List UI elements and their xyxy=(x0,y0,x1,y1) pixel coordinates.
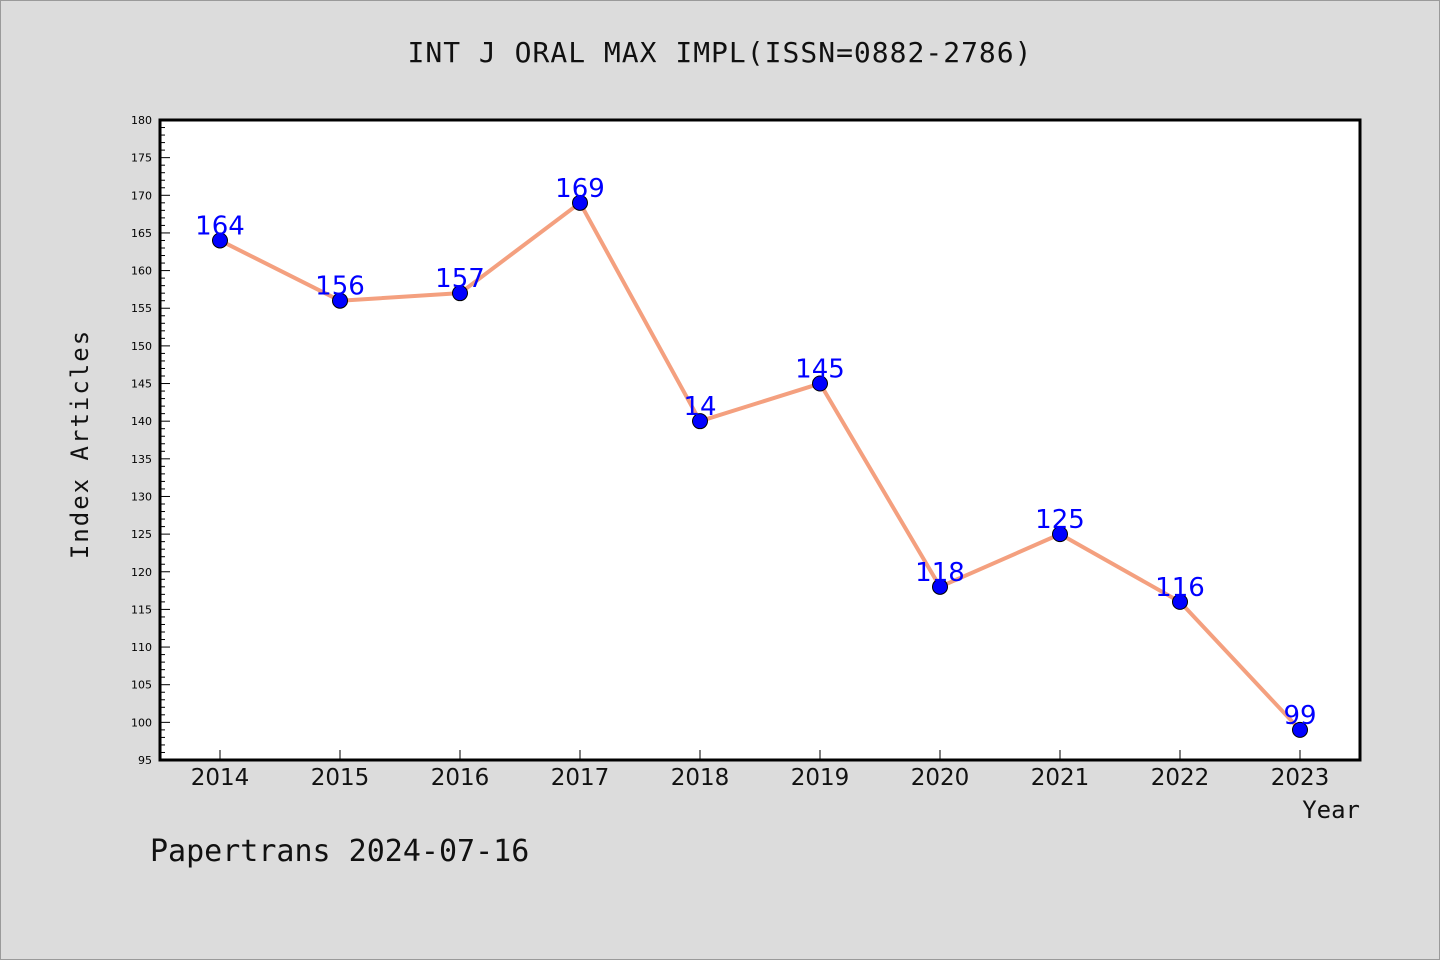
data-point xyxy=(692,413,708,430)
data-label: 14 xyxy=(683,392,716,422)
data-point xyxy=(812,375,828,392)
y-tick-label: 180 xyxy=(131,114,152,127)
y-tick-label: 170 xyxy=(131,189,152,202)
y-tick-label: 135 xyxy=(131,453,152,466)
chart-title: INT J ORAL MAX IMPL(ISSN=0882-2786) xyxy=(407,36,1033,69)
footer-watermark: Papertrans 2024-07-16 xyxy=(150,834,530,869)
y-tick-label: 95 xyxy=(138,754,152,767)
x-tick-label: 2019 xyxy=(791,765,850,791)
y-tick-label: 120 xyxy=(131,566,152,579)
x-tick-label: 2022 xyxy=(1151,765,1210,791)
data-point xyxy=(332,292,348,309)
y-tick-label: 100 xyxy=(131,716,152,729)
x-tick-label: 2020 xyxy=(911,765,970,791)
y-tick-label: 175 xyxy=(131,152,152,165)
data-point xyxy=(1052,526,1068,543)
data-point xyxy=(452,285,468,302)
data-label: 118 xyxy=(915,558,965,588)
y-tick-label: 160 xyxy=(131,265,152,278)
data-label: 156 xyxy=(315,272,365,302)
data-label: 99 xyxy=(1283,701,1316,731)
data-point xyxy=(1292,721,1308,738)
x-tick-label: 2016 xyxy=(431,765,490,791)
x-tick-label: 2021 xyxy=(1031,765,1090,791)
x-tick-label: 2018 xyxy=(671,765,730,791)
y-tick-label: 140 xyxy=(131,415,152,428)
data-label: 125 xyxy=(1035,505,1085,535)
data-label: 164 xyxy=(195,211,245,241)
y-tick-label: 125 xyxy=(131,528,152,541)
y-tick-label: 145 xyxy=(131,378,152,391)
data-point xyxy=(212,232,228,249)
y-tick-label: 165 xyxy=(131,227,152,240)
x-tick-label: 2023 xyxy=(1271,765,1330,791)
y-tick-label: 110 xyxy=(131,641,152,654)
data-label: 116 xyxy=(1155,573,1205,603)
data-point xyxy=(572,194,588,211)
x-tick-label: 2014 xyxy=(191,765,250,791)
data-label: 145 xyxy=(795,355,845,385)
y-tick-label: 130 xyxy=(131,490,152,503)
x-tick-label: 2015 xyxy=(311,765,370,791)
y-tick-label: 150 xyxy=(131,340,152,353)
data-point xyxy=(932,578,948,595)
y-tick-label: 105 xyxy=(131,679,152,692)
plot-frame xyxy=(158,118,1362,762)
x-tick-label: 2017 xyxy=(551,765,610,791)
data-label: 157 xyxy=(435,264,485,294)
data-point xyxy=(1172,593,1188,610)
data-label: 169 xyxy=(555,174,605,204)
y-tick-label: 115 xyxy=(131,603,152,616)
x-axis-label: Year xyxy=(1302,796,1360,824)
series-line xyxy=(219,200,1302,732)
y-tick-label: 155 xyxy=(131,302,152,315)
